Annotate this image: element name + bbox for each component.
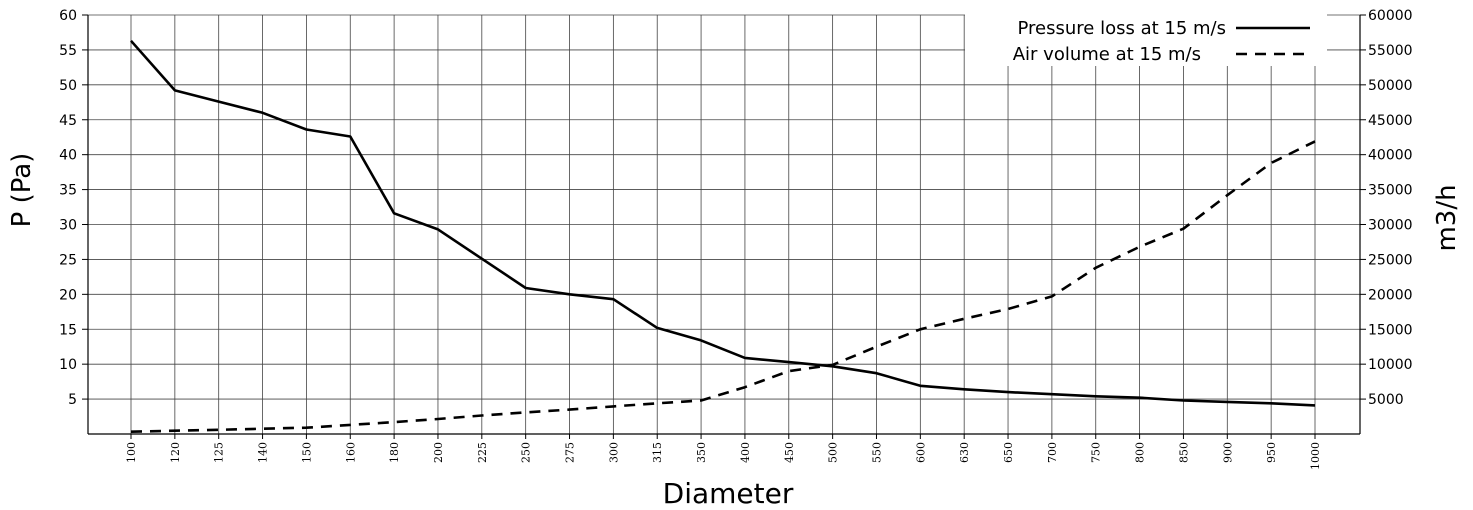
x-tick-label: 120 xyxy=(169,442,182,463)
x-tick-label: 300 xyxy=(607,442,620,463)
y-tick-label-right: 10000 xyxy=(1368,357,1413,373)
x-tick-label: 750 xyxy=(1090,442,1103,463)
y-tick-label-left: 60 xyxy=(59,8,77,24)
x-tick-label: 180 xyxy=(388,442,401,463)
x-tick-label: 140 xyxy=(257,442,270,463)
y-tick-label-left: 50 xyxy=(59,78,77,94)
x-tick-label: 600 xyxy=(914,442,927,463)
y-tick-label-right: 25000 xyxy=(1368,252,1413,268)
x-tick-label: 350 xyxy=(695,442,708,463)
y-tick-label-left: 40 xyxy=(59,148,77,164)
x-tick-label: 200 xyxy=(432,442,445,463)
y-tick-label-left: 55 xyxy=(59,43,77,59)
x-tick-label: 225 xyxy=(476,442,489,463)
x-tick-label: 1000 xyxy=(1309,442,1322,470)
x-tick-label: 850 xyxy=(1177,442,1190,463)
y-tick-label-left: 25 xyxy=(59,252,77,268)
grid-layer xyxy=(88,14,1360,434)
x-tick-label: 315 xyxy=(651,442,664,463)
x-tick-label: 400 xyxy=(739,442,752,463)
x-axis-title: Diameter xyxy=(663,477,794,510)
x-tick-label: 150 xyxy=(300,442,313,463)
x-tick-label: 650 xyxy=(1002,442,1015,463)
y-axis-title-left: P (Pa) xyxy=(7,153,37,228)
y-tick-label-right: 35000 xyxy=(1368,183,1413,199)
series-line-air-volume xyxy=(130,140,1316,433)
x-tick-label: 275 xyxy=(564,442,577,463)
series-line-pressure-loss xyxy=(130,39,1316,407)
y-tick-label-right: 5000 xyxy=(1368,392,1404,408)
x-tick-label: 160 xyxy=(344,442,357,463)
y-tick-label-left: 30 xyxy=(59,218,77,234)
y-tick-label-left: 20 xyxy=(59,287,77,303)
y-axis-title-right: m3/h xyxy=(1432,184,1462,251)
x-tick-label: 630 xyxy=(958,442,971,463)
x-tick-label: 800 xyxy=(1134,442,1147,463)
y-tick-label-right: 20000 xyxy=(1368,287,1413,303)
x-tick-label: 700 xyxy=(1046,442,1059,463)
x-tick-label: 500 xyxy=(827,442,840,463)
y-tick-label-right: 30000 xyxy=(1368,218,1413,234)
y-tick-label-left: 5 xyxy=(68,392,77,408)
y-tick-label-right: 15000 xyxy=(1368,322,1413,338)
legend-label-airvolume: Air volume at 15 m/s xyxy=(1013,44,1201,65)
x-tick-label: 450 xyxy=(783,442,796,463)
y-tick-label-right: 55000 xyxy=(1368,43,1413,59)
x-tick-label: 250 xyxy=(520,442,533,463)
x-tick-label: 125 xyxy=(213,442,226,463)
y-tick-label-right: 60000 xyxy=(1368,8,1413,24)
y-tick-label-left: 35 xyxy=(59,183,77,199)
x-tick-label: 100 xyxy=(125,442,138,463)
legend-background xyxy=(965,8,1327,66)
y-tick-label-left: 45 xyxy=(59,113,77,129)
x-tick-label: 900 xyxy=(1221,442,1234,463)
x-tick-label: 550 xyxy=(870,442,883,463)
y-tick-label-right: 50000 xyxy=(1368,78,1413,94)
y-tick-label-left: 10 xyxy=(59,357,77,373)
y-tick-label-right: 45000 xyxy=(1368,113,1413,129)
series-layer xyxy=(130,39,1316,433)
x-tick-label: 950 xyxy=(1265,442,1278,463)
axes-layer: 5 10 15 20 25 30 35 40 45 50 55 60 5000 10000 15000 200… xyxy=(59,8,1412,470)
y-tick-label-left: 15 xyxy=(59,322,77,338)
legend-label-pressure: Pressure loss at 15 m/s xyxy=(1018,18,1227,39)
y-tick-label-right: 40000 xyxy=(1368,148,1413,164)
legend: Pressure loss at 15 m/s Air volume at 15… xyxy=(965,8,1327,66)
